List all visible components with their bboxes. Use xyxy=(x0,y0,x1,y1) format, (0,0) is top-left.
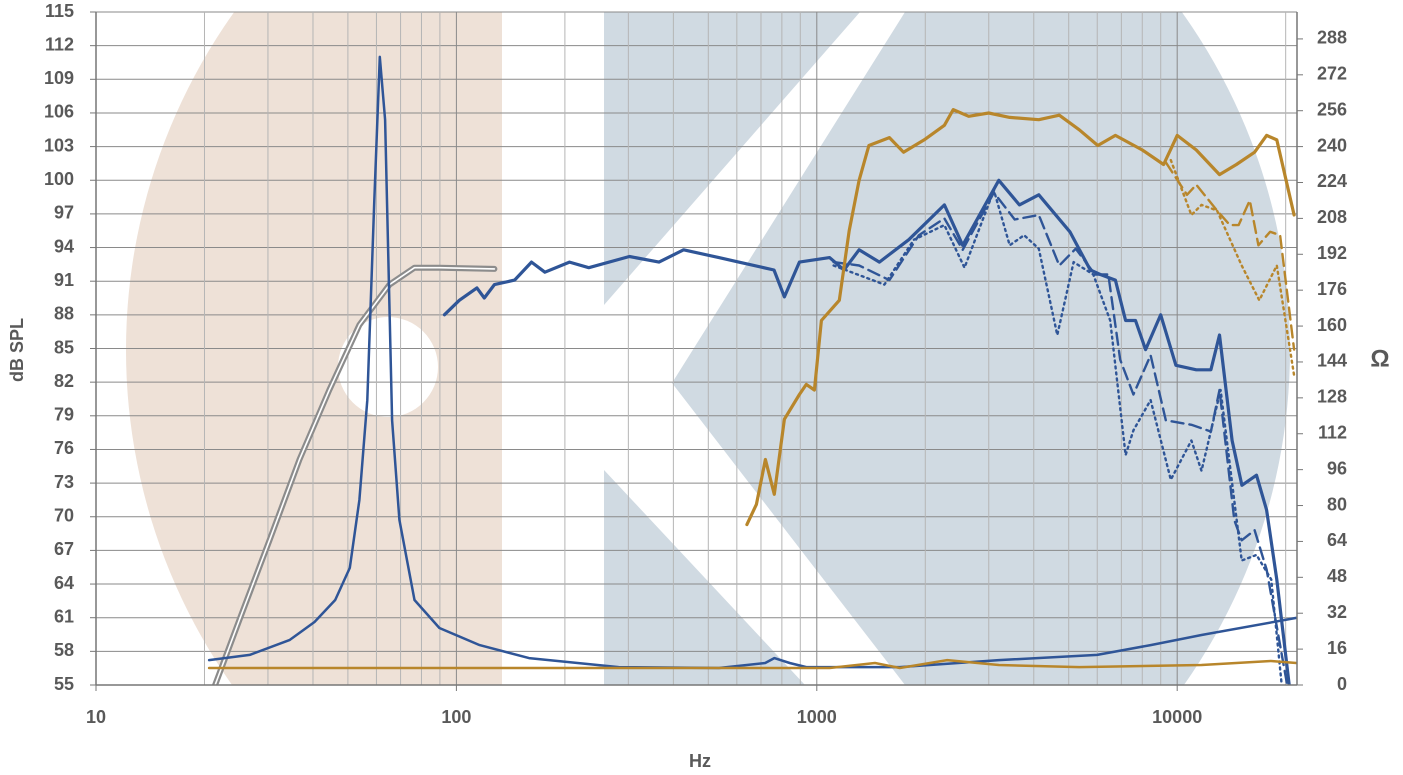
y-tick-label: 82 xyxy=(54,371,74,391)
y2-tick-label: 112 xyxy=(1318,422,1347,442)
y-tick-label: 85 xyxy=(54,337,74,357)
y2-tick-label: 80 xyxy=(1327,494,1347,514)
y2-tick-label: 256 xyxy=(1317,99,1347,119)
y2-tick-label: 144 xyxy=(1317,351,1347,371)
plot-lines xyxy=(207,55,1297,685)
y2-tick-label: 208 xyxy=(1317,207,1347,227)
y2-tick-label: 32 xyxy=(1327,602,1347,622)
y2-tick-label: 272 xyxy=(1317,64,1347,84)
y-tick-label: 112 xyxy=(45,34,74,54)
series-line xyxy=(745,108,1296,527)
series-line xyxy=(207,55,1297,670)
series-line-inner xyxy=(214,266,496,685)
y-tick-label: 97 xyxy=(54,203,74,223)
y2-tick-label: 288 xyxy=(1317,28,1347,48)
y2-tick-label: 128 xyxy=(1317,387,1347,407)
y2-tick-label: 240 xyxy=(1317,135,1347,155)
y2-tick-label: 224 xyxy=(1317,171,1347,191)
series-line xyxy=(832,191,1289,685)
y-tick-label: 76 xyxy=(54,438,74,458)
y-tick-label: 58 xyxy=(54,640,74,660)
y2-tick-label: 176 xyxy=(1317,279,1347,299)
y-tick-label: 73 xyxy=(54,472,74,492)
x-tick-label: 1000 xyxy=(797,707,837,727)
series-line xyxy=(1169,158,1296,377)
x-tick-label: 100 xyxy=(441,707,471,727)
y-tick-label: 94 xyxy=(54,236,74,256)
y-tick-label: 88 xyxy=(54,304,74,324)
y2-tick-label: 48 xyxy=(1327,566,1347,586)
series-line xyxy=(442,178,1291,685)
y-tick-label: 79 xyxy=(54,405,74,425)
y-tick-label: 91 xyxy=(54,270,74,290)
y-tick-label: 61 xyxy=(54,606,74,626)
y-tick-label: 109 xyxy=(44,68,74,88)
series-line xyxy=(1164,161,1296,351)
x-axis-label: Hz xyxy=(689,751,711,771)
y2-tick-label: 0 xyxy=(1337,674,1347,694)
y2-tick-label: 64 xyxy=(1327,530,1347,550)
y2-tick-label: 16 xyxy=(1327,638,1347,658)
y-tick-label: 106 xyxy=(44,102,74,122)
y-axis-label: dB SPL xyxy=(7,318,27,382)
y2-tick-label: 192 xyxy=(1317,243,1347,263)
y-tick-label: 100 xyxy=(44,169,74,189)
x-tick-label: 10000 xyxy=(1152,707,1202,727)
series-line xyxy=(832,189,1283,685)
grid xyxy=(95,11,1297,686)
series-line xyxy=(207,658,1297,670)
y-tick-label: 70 xyxy=(54,506,74,526)
y-tick-label: 67 xyxy=(54,539,74,559)
x-tick-label: 10 xyxy=(86,707,106,727)
y2-axis-label: Ω xyxy=(1370,345,1389,372)
y-tick-label: 55 xyxy=(54,674,74,694)
y-tick-label: 115 xyxy=(45,1,74,21)
y2-tick-label: 96 xyxy=(1327,458,1347,478)
y-tick-label: 64 xyxy=(54,573,74,593)
y2-tick-label: 160 xyxy=(1317,315,1347,335)
y-tick-label: 103 xyxy=(44,135,74,155)
